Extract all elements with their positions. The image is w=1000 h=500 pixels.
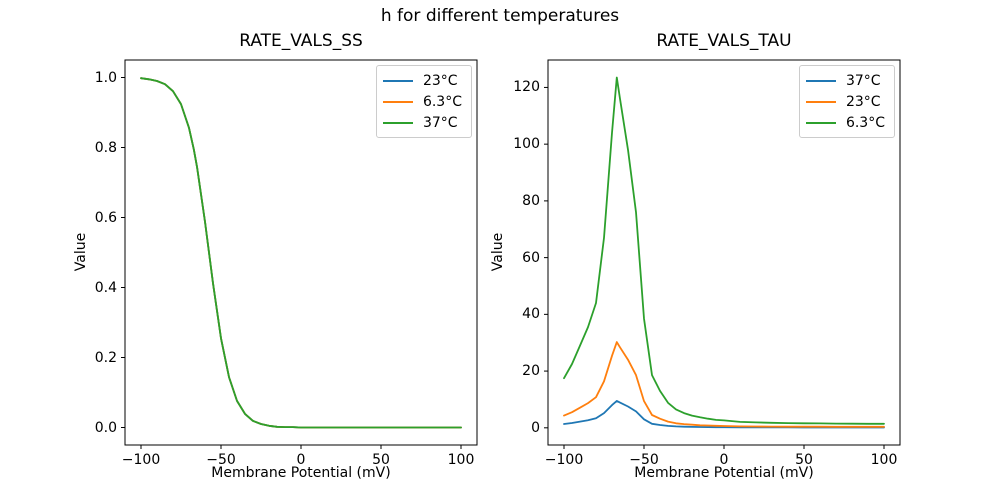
legend-line-sample	[805, 121, 836, 124]
y-tick-label: 20	[522, 363, 540, 380]
y-tick-label: 120	[513, 79, 540, 96]
y-tick-label: 0.2	[94, 349, 117, 366]
legend-entry: 23°C	[382, 70, 462, 91]
x-tick-label: 50	[795, 452, 813, 468]
x-tick-label: 0	[296, 452, 306, 468]
y-tick-label: 0.8	[94, 139, 117, 156]
legend-line-sample	[382, 121, 413, 124]
subplot-tau-title: RATE_VALS_TAU	[656, 31, 792, 51]
legend-line-sample	[382, 79, 413, 82]
y-tick-label: 100	[513, 136, 540, 153]
legend-entry-label: 6.3°C	[422, 93, 462, 110]
series-line-23°C	[563, 341, 885, 428]
legend-entry-label: 37°C	[845, 72, 881, 89]
y-tick-label: 80	[522, 192, 540, 209]
legend: 23°C 6.3°C 37°C	[375, 65, 472, 138]
y-tick-label: 0	[531, 419, 540, 436]
y-tick-label: 40	[522, 306, 540, 323]
legend-entry-label: 23°C	[845, 93, 881, 110]
subplot-tau-yaxis-label: Value	[490, 232, 506, 272]
y-tick-label: 0.4	[94, 279, 117, 296]
legend: 37°C 23°C 6.3°C	[798, 65, 895, 138]
legend-entry: 37°C	[805, 70, 885, 91]
legend-line-sample	[805, 100, 836, 103]
y-tick-label: 0.0	[94, 419, 117, 436]
subplot-ss-title: RATE_VALS_SS	[239, 31, 363, 51]
subplot-ss-yaxis-label: Value	[73, 232, 89, 272]
x-tick-label: 100	[447, 452, 475, 468]
y-tick-label: 1.0	[94, 69, 117, 86]
x-tick-label: 50	[372, 452, 390, 468]
figure-title: h for different temperatures	[380, 6, 620, 26]
legend-entry-label: 37°C	[422, 114, 458, 131]
legend-entry: 37°C	[382, 112, 462, 133]
series-line-6.3°C	[563, 76, 885, 425]
legend-entry: 6.3°C	[805, 112, 885, 133]
legend-entry: 6.3°C	[382, 91, 462, 112]
x-tick-label: 100	[870, 452, 898, 468]
legend-entry-label: 23°C	[422, 72, 458, 89]
series-line-37°C	[140, 77, 462, 429]
y-tick-label: 60	[522, 249, 540, 266]
x-tick-label: −50	[206, 452, 236, 468]
x-tick-label: 0	[719, 452, 729, 468]
x-tick-label: −100	[544, 452, 584, 468]
subplot-ss-xaxis-label: Membrane Potential (mV)	[211, 465, 391, 481]
x-tick-label: −100	[121, 452, 161, 468]
legend-line-sample	[805, 79, 836, 82]
legend-entry: 23°C	[805, 91, 885, 112]
subplot-tau-xaxis-label: Membrane Potential (mV)	[634, 465, 814, 481]
x-tick-label: −50	[629, 452, 659, 468]
legend-line-sample	[382, 100, 413, 103]
legend-entry-label: 6.3°C	[845, 114, 885, 131]
y-tick-label: 0.6	[94, 209, 117, 226]
